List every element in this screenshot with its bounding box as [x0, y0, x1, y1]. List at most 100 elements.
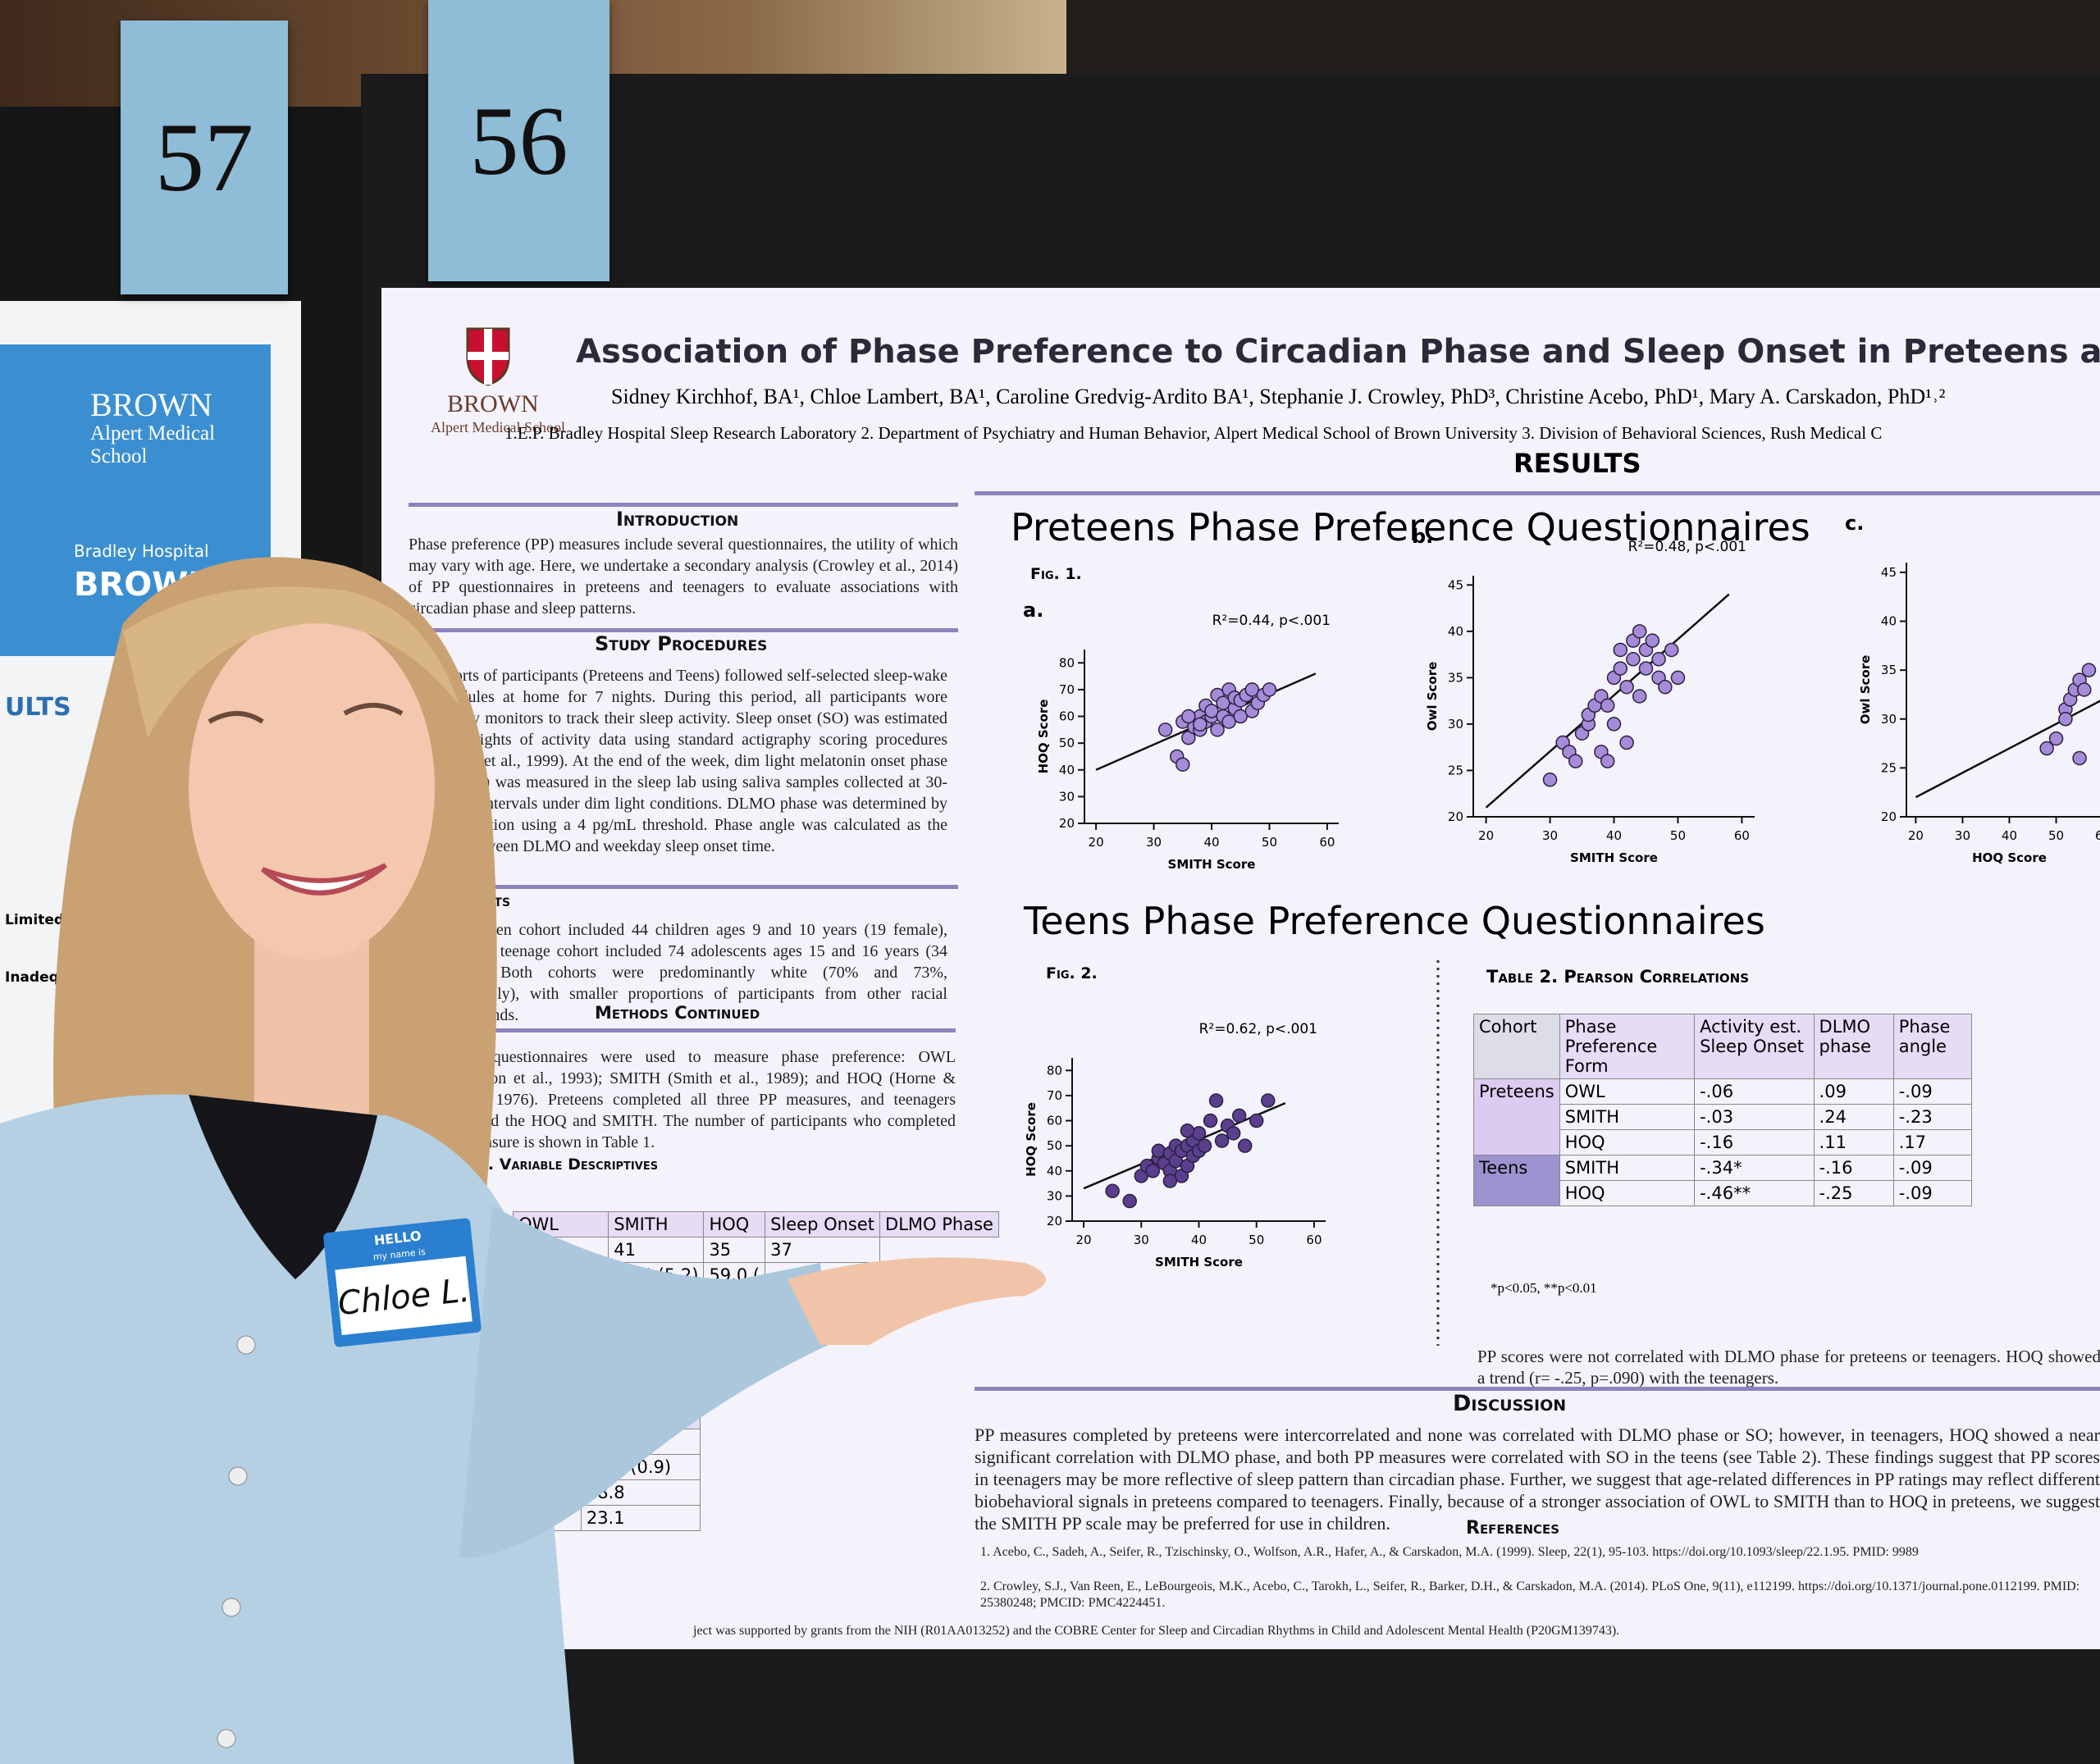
x-tick-label: 20 [1075, 1233, 1091, 1247]
x-tick-label: 50 [1262, 835, 1277, 850]
table-cell: .09 [1813, 1078, 1894, 1105]
point [1568, 754, 1583, 768]
logo-sub: Alpert Medical School [431, 419, 565, 435]
y-tick-label: 45 [1448, 577, 1463, 592]
table-cell: -.03 [1694, 1104, 1815, 1130]
point [1626, 652, 1641, 667]
table-cell: Teens [1473, 1155, 1560, 1206]
point [1193, 717, 1208, 732]
header-cell: Cohort [1473, 1014, 1560, 1079]
point [1261, 1093, 1276, 1108]
table-cell: HOQ [1559, 1180, 1696, 1206]
y-tick-label: 45 [1881, 565, 1897, 580]
point [1157, 722, 1173, 737]
hair-top [123, 586, 459, 738]
y-tick-label: 30 [1448, 717, 1463, 732]
point [1645, 633, 1660, 648]
paragraph: cohorts of participants (Preteens and Te… [431, 667, 947, 855]
y-tick-label: 60 [1059, 709, 1075, 724]
point [1162, 1174, 1178, 1188]
y-tick-label: 35 [1448, 670, 1463, 685]
button [221, 1598, 241, 1617]
header-cell: HOQ [703, 1211, 766, 1238]
logo-sub: Alpert Medical School [90, 422, 216, 467]
x-tick-label: 60 [1734, 828, 1750, 843]
y-tick-label: 35 [1881, 663, 1897, 677]
tag-field [335, 1256, 472, 1336]
section-rule [409, 885, 958, 889]
y-tick-label: 30 [1047, 1188, 1062, 1203]
y-tick-label: 20 [1448, 809, 1463, 824]
point [1244, 682, 1260, 697]
x-tick-label: 50 [1670, 828, 1686, 843]
table-cell: 23.1 [580, 1505, 701, 1531]
y-tick-label: 30 [1059, 789, 1075, 804]
fragment: Inadequ [5, 969, 69, 986]
point [1651, 652, 1666, 667]
header-cell: SMITH [608, 1211, 705, 1238]
header-cell: DLMO Phase [879, 1211, 999, 1238]
header-row: Cohort Phase Preference Form Activity est.… [1473, 1014, 1973, 1079]
hand [788, 1257, 1046, 1345]
point [1105, 1183, 1120, 1199]
point [1237, 1138, 1253, 1153]
point [1231, 1108, 1247, 1124]
panel-label: c. [1845, 512, 1864, 535]
name-tag: HELLO my name is Chloe L. [323, 1218, 482, 1347]
point [1214, 1133, 1230, 1148]
table-cell: -.16 [1694, 1129, 1815, 1155]
header-cell: Sleep Onset [765, 1211, 881, 1238]
hospital: Bradley Hospital [74, 541, 209, 561]
x-tick-label: 40 [1191, 1233, 1207, 1247]
point [2039, 741, 2054, 756]
eyes [208, 703, 404, 724]
booth-sign: 57 [121, 21, 288, 294]
y-tick-label: 80 [1047, 1063, 1062, 1078]
section-heading: Study Procedures [595, 632, 768, 655]
table-cell: -.25 [1813, 1180, 1894, 1206]
reference: 2. Crowley, S.J., Van Reen, E., LeBourge… [980, 1579, 2080, 1610]
sleeve [459, 1206, 829, 1558]
table-title: Table 2. Pearson Correlations [1486, 967, 1750, 987]
y-tick-label: 70 [1059, 682, 1075, 697]
header-row: OWL SMITH HOQ Sleep Onset DLMO Phase [512, 1211, 999, 1238]
table-cell: 41 [608, 1237, 705, 1263]
section-rule [409, 503, 958, 507]
y-tick-label: 40 [1059, 763, 1075, 777]
table-cell: -.06 [1694, 1078, 1815, 1105]
y-tick-label: 50 [1059, 736, 1075, 750]
panel-label: b. [1412, 525, 1433, 548]
y-axis-label: Owl Score [1425, 662, 1440, 732]
table-note: *p<0.05, **p<0.01 [1491, 1280, 1597, 1296]
point [1632, 689, 1647, 704]
x-tick-label: 40 [2002, 828, 2017, 843]
point [1221, 714, 1236, 729]
point [1181, 709, 1196, 724]
y-axis-label: HOQ Score [1024, 1102, 1039, 1177]
annotation: R²=0.44, p<.001 [1212, 613, 1331, 629]
button [236, 1335, 256, 1355]
table-row: HOQ -.46** -.25 -.09 [1474, 1180, 1973, 1206]
x-tick-label: 30 [1542, 828, 1558, 843]
point [2048, 731, 2064, 746]
table-cell: -.09 [1892, 1180, 1973, 1206]
x-tick-label: 50 [2048, 828, 2064, 843]
table-cell: OWL [1559, 1078, 1696, 1105]
point [1233, 709, 1248, 724]
point [1658, 679, 1673, 695]
table-row: Teens SMITH -.34* -.16 -.09 [1473, 1155, 1973, 1206]
figure-label: Fig. 1. [1030, 565, 1082, 583]
point [1197, 1138, 1212, 1153]
x-tick-label: 40 [1203, 835, 1219, 850]
table-cell: .24 [1813, 1104, 1894, 1130]
logo-name: BROWN [90, 386, 212, 423]
y-tick-label: 25 [1448, 763, 1463, 777]
button [217, 1729, 236, 1748]
y-tick-label: 20 [1059, 816, 1075, 831]
x-tick-label: 60 [2095, 828, 2100, 843]
section-rule [409, 628, 958, 632]
paragraph: Phase preference (PP) measures include s… [409, 536, 958, 618]
point [1664, 642, 1679, 658]
x-axis-label: SMITH Score [1168, 857, 1256, 872]
point [1542, 773, 1558, 787]
